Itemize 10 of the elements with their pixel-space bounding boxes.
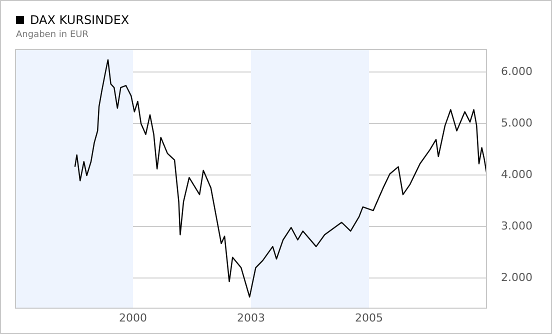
y-tick-label: 4.000 (501, 168, 532, 181)
y-tick-label: 2.000 (501, 270, 532, 284)
chart-title: DAX KURSINDEX (30, 13, 130, 27)
y-tick-label: 5.000 (501, 116, 532, 130)
y-tick-label: 3.000 (501, 219, 532, 232)
x-tick-label: 2000 (119, 311, 147, 324)
x-tick-label: 2005 (355, 311, 383, 324)
chart-subtitle: Angaben in EUR (16, 30, 88, 40)
y-tick-label: 6.000 (501, 65, 532, 78)
x-tick-label: 2003 (237, 311, 265, 324)
